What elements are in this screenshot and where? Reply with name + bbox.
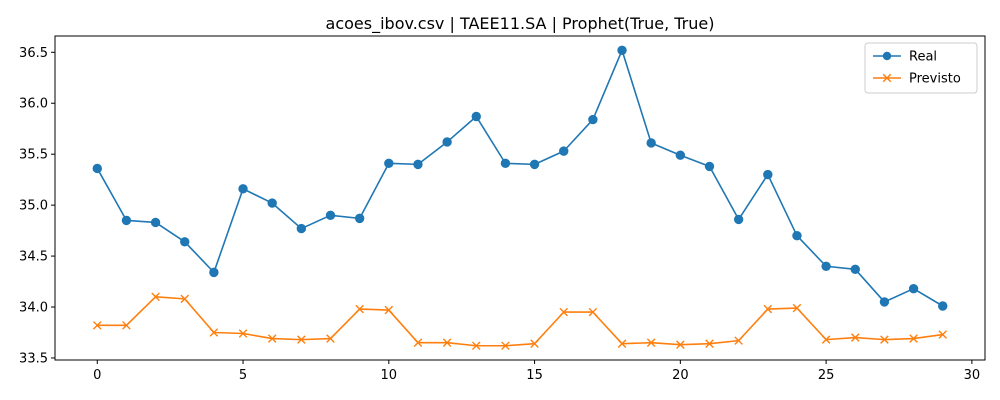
legend-item-real: Real (873, 50, 937, 65)
data-point (297, 335, 306, 344)
data-point (588, 307, 598, 317)
data-point (384, 158, 394, 169)
plot-area (92, 45, 948, 351)
y-axis: 33.5 34.0 34.5 35.0 35.5 36.0 36.5 (19, 46, 55, 366)
data-point (763, 304, 773, 314)
data-point (646, 338, 656, 347)
legend-marker (882, 51, 892, 61)
data-point (501, 341, 510, 351)
axes-frame (54, 35, 986, 361)
data-point (763, 169, 773, 180)
data-point (908, 283, 919, 294)
data-point (705, 339, 714, 348)
data-point (850, 333, 860, 342)
data-point (180, 294, 190, 304)
y-tick-label: 35.0 (19, 199, 48, 214)
x-tick-label: 25 (818, 368, 835, 383)
data-point (500, 158, 511, 169)
x-tick-label: 15 (526, 368, 543, 383)
data-point (471, 341, 481, 351)
legend: Real Previsto (864, 42, 978, 94)
data-point (442, 338, 452, 347)
legend-label: Previsto (909, 72, 961, 87)
data-point (326, 334, 335, 343)
x-tick-label: 0 (93, 368, 101, 383)
data-point (617, 339, 627, 348)
data-point (792, 230, 802, 241)
data-point (355, 304, 364, 314)
data-point (559, 307, 569, 317)
data-point (676, 340, 685, 350)
data-point (442, 137, 452, 147)
data-point (734, 336, 743, 345)
data-point (821, 335, 831, 344)
data-point (646, 138, 656, 148)
x-tick-label: 20 (672, 368, 689, 383)
data-point (792, 303, 802, 313)
data-point (588, 114, 598, 125)
data-point (209, 328, 219, 337)
series-line-real (96, 49, 944, 307)
y-tick-label: 34.5 (19, 250, 48, 265)
data-point (92, 163, 102, 174)
chart-title: acoes_ibov.csv | TAEE11.SA | Prophet(Tru… (326, 14, 715, 34)
data-point (122, 321, 131, 330)
data-point (938, 330, 948, 339)
x-tick-label: 10 (381, 368, 398, 383)
data-point (209, 267, 219, 278)
y-tick-label: 35.5 (19, 148, 48, 163)
data-point (879, 297, 890, 307)
data-point (384, 305, 394, 315)
series-line-previsto (97, 296, 943, 347)
data-point (267, 198, 277, 208)
data-point (559, 146, 569, 156)
data-point (413, 338, 423, 347)
data-point (180, 237, 190, 247)
y-tick-label: 34.0 (19, 301, 48, 316)
data-point (617, 45, 627, 55)
data-point (238, 329, 248, 338)
data-point (354, 213, 365, 224)
data-point (675, 150, 686, 160)
data-point (238, 184, 248, 194)
data-point (733, 214, 744, 225)
y-tick-label: 33.5 (19, 351, 48, 366)
data-point (880, 335, 889, 344)
series-previsto (92, 292, 948, 351)
series-real (92, 45, 948, 311)
x-tick-label: 30 (964, 368, 981, 383)
data-point (850, 264, 860, 275)
data-point (938, 301, 948, 311)
x-tick-label: 5 (239, 368, 247, 383)
data-point (92, 321, 102, 330)
data-point (821, 261, 831, 271)
data-point (529, 159, 540, 170)
data-point (296, 223, 307, 234)
legend-marker (882, 73, 892, 83)
legend-item-previsto: Previsto (873, 72, 961, 87)
legend-label: Real (909, 50, 937, 65)
x-axis: 0 5 10 15 20 25 30 (93, 360, 980, 383)
y-tick-label: 36.0 (19, 97, 48, 112)
data-point (530, 339, 539, 348)
data-point (121, 215, 132, 226)
data-point (471, 111, 481, 122)
data-point (267, 334, 277, 343)
data-point (151, 292, 160, 302)
data-point (909, 334, 918, 343)
data-point (150, 217, 161, 228)
y-tick-label: 36.5 (19, 46, 48, 61)
data-point (413, 159, 423, 170)
data-point (704, 161, 715, 172)
data-point (325, 210, 336, 221)
